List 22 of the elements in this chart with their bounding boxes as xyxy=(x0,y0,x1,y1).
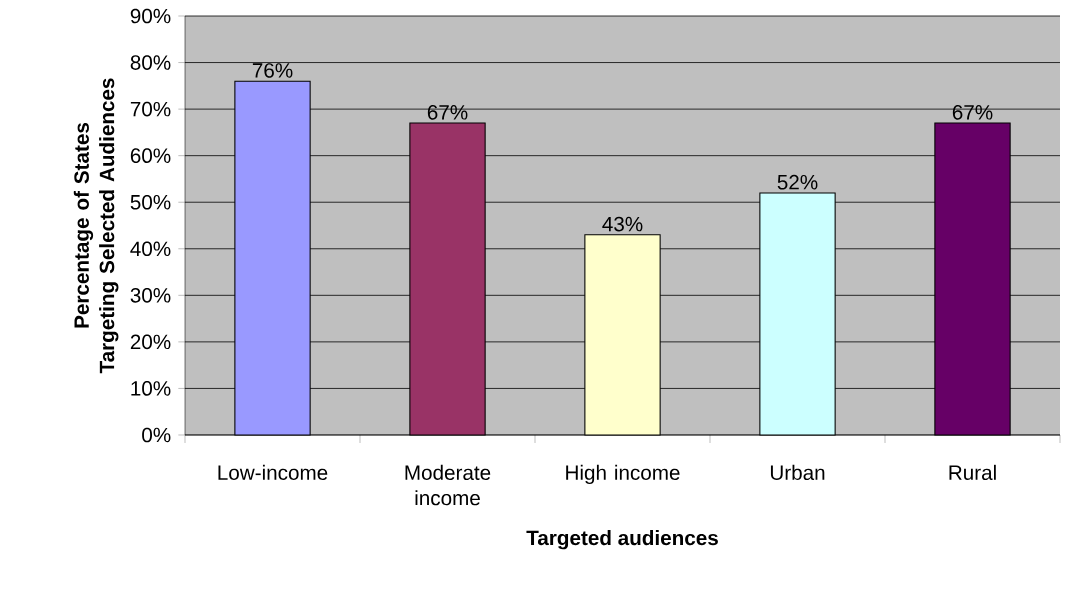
x-axis-title: Targeted audiences xyxy=(526,530,718,550)
y-tick-label: 70% xyxy=(130,101,171,117)
data-label: 67% xyxy=(952,105,993,120)
y-tick-label: 60% xyxy=(130,148,171,163)
x-tick-label: Moderate income xyxy=(405,464,491,506)
y-tick-label: 10% xyxy=(131,381,171,396)
x-tick-label: Urban xyxy=(770,464,825,480)
y-axis-title: Percentage of States Targeting Selected Audiences xyxy=(73,78,119,374)
y-tick-label: 20% xyxy=(130,334,171,350)
data-label: 52% xyxy=(777,174,818,190)
y-tick-label: 30% xyxy=(130,288,171,303)
y-tick-label: 90% xyxy=(130,8,171,24)
y-tick-label: 0% xyxy=(142,427,171,443)
data-label: 43% xyxy=(602,216,643,232)
x-tick-label: High income xyxy=(566,464,680,485)
y-tick-label: 40% xyxy=(130,241,171,257)
data-label: 76% xyxy=(252,63,293,78)
y-tick-label: 80% xyxy=(130,55,171,70)
x-tick-label: Low-income xyxy=(218,464,328,480)
data-label: 67% xyxy=(427,105,468,120)
y-tick-label: 50% xyxy=(130,194,171,210)
x-tick-label: Rural xyxy=(949,464,996,480)
